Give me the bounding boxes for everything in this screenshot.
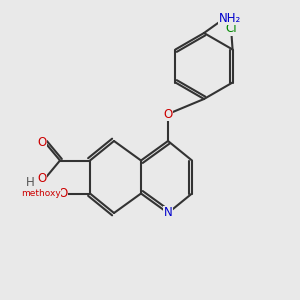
Text: H: H — [26, 176, 34, 190]
Text: O: O — [164, 107, 172, 121]
Text: N: N — [164, 206, 172, 220]
Text: O: O — [58, 187, 68, 200]
Text: Cl: Cl — [225, 22, 237, 35]
Text: methoxy: methoxy — [21, 189, 60, 198]
Text: O: O — [38, 136, 46, 149]
Text: NH₂: NH₂ — [218, 11, 241, 25]
Text: O: O — [38, 172, 46, 185]
